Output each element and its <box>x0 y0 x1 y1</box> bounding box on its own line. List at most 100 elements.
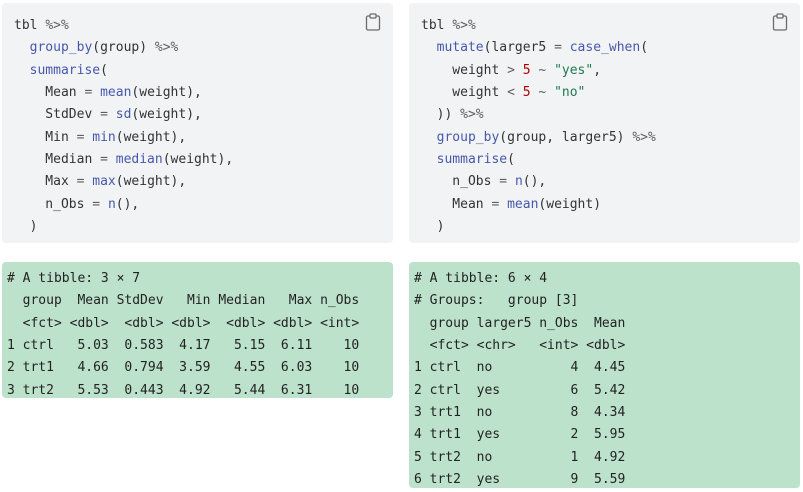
code-token: summarise <box>436 151 508 167</box>
code-line: Mean = mean(weight) <box>421 194 800 216</box>
code-token: (weight), <box>162 151 234 167</box>
left-output-block: # A tibble: 3 × 7 group Mean StdDev Min … <box>2 262 393 398</box>
code-token: (), <box>522 174 547 190</box>
code-token: n_Obs <box>421 174 500 190</box>
code-token: Min <box>14 129 77 145</box>
output-line: # A tibble: 6 × 4 <box>414 271 548 286</box>
code-token: < <box>507 84 515 100</box>
code-token: ~ <box>538 84 547 100</box>
code-token: "yes" <box>554 62 594 78</box>
code-token <box>92 85 100 100</box>
code-token <box>100 197 108 212</box>
code-token: ( <box>100 62 108 78</box>
output-line: <fct> <chr> <int> <dbl> <box>414 337 626 353</box>
code-token: (group) <box>92 40 155 56</box>
code-token: sd <box>115 107 132 123</box>
code-token <box>515 63 523 78</box>
output-line: 3 trt1 no 8 4.34 <box>414 404 626 420</box>
code-token <box>507 174 515 189</box>
output-line: 5 trt2 no 1 4.92 <box>414 449 626 465</box>
code-token: %>% <box>45 18 69 33</box>
right-code-lines: tbl %>% mutate(larger5 = case_when( weig… <box>421 15 800 238</box>
code-token: (weight), <box>131 84 202 100</box>
code-token: StdDev <box>14 107 101 123</box>
output-line: 1 ctrl no 4 4.45 <box>414 360 626 376</box>
code-line: ) <box>421 216 800 238</box>
code-line: ) <box>14 216 393 238</box>
output-line: group larger5 n_Obs Mean <box>414 315 626 331</box>
code-token <box>108 107 116 122</box>
code-token: = <box>491 196 500 212</box>
code-token: tbl <box>421 18 453 33</box>
output-line: 3 trt2 5.53 0.443 4.92 5.44 6.31 10 <box>7 382 360 398</box>
code-token: %>% <box>632 129 656 145</box>
left-code-lines: tbl %>% group_by(group) %>% summarise( M… <box>14 15 393 238</box>
output-line: <fct> <dbl> <dbl> <dbl> <dbl> <dbl> <int… <box>7 315 360 331</box>
code-token: 5 <box>522 62 531 78</box>
output-line: # Groups: group [3] <box>414 293 579 309</box>
code-token: Max <box>14 174 77 190</box>
code-line: )) %>% <box>421 104 800 126</box>
code-line: weight < 5 ~ "no" <box>421 82 800 104</box>
output-line: # A tibble: 3 × 7 <box>7 271 141 286</box>
right-output-lines: # A tibble: 6 × 4 # Groups: group [3] gro… <box>414 268 800 491</box>
code-token: (weight), <box>115 174 187 190</box>
code-line: summarise( <box>14 60 393 82</box>
code-token: = <box>554 40 562 56</box>
right-code-block: tbl %>% mutate(larger5 = case_when( weig… <box>409 3 800 243</box>
code-token: group_by <box>29 40 93 56</box>
code-line: group_by(group) %>% <box>14 37 393 59</box>
code-token: = <box>100 107 108 123</box>
code-token <box>562 40 570 55</box>
code-token: mutate <box>436 40 484 56</box>
left-copy-button[interactable] <box>365 13 381 31</box>
code-token: mean <box>507 196 539 212</box>
code-token <box>546 85 554 100</box>
code-token: "no" <box>554 84 586 100</box>
right-copy-button[interactable] <box>772 13 788 31</box>
code-token: (larger5 <box>483 40 555 56</box>
code-token <box>14 40 30 55</box>
code-token <box>14 63 30 78</box>
code-line: group_by(group, larger5) %>% <box>421 127 800 149</box>
code-token: %>% <box>460 107 484 123</box>
output-line: 2 ctrl yes 6 5.42 <box>414 382 626 398</box>
code-token: weight <box>421 62 508 78</box>
output-line: 6 trt2 yes 9 5.59 <box>414 471 626 487</box>
code-token: )) <box>421 107 461 123</box>
code-token: ( <box>640 40 649 56</box>
output-line: group Mean StdDev Min Median Max n_Obs <box>7 293 360 309</box>
code-line: mutate(larger5 = case_when( <box>421 37 800 59</box>
code-token: n <box>107 196 116 212</box>
output-line: 1 ctrl 5.03 0.583 4.17 5.15 6.11 10 <box>7 337 360 353</box>
code-token: tbl <box>14 18 46 33</box>
code-token <box>546 63 554 78</box>
code-token: summarise <box>29 62 101 78</box>
clipboard-icon <box>365 13 381 31</box>
code-line: Median = median(weight), <box>14 149 393 171</box>
code-token: (), <box>115 196 140 212</box>
code-token: weight <box>421 84 508 100</box>
code-token: n <box>514 174 523 190</box>
right-output-block: # A tibble: 6 × 4 # Groups: group [3] gro… <box>409 262 800 488</box>
code-line: tbl %>% <box>14 15 393 37</box>
code-token: = <box>84 84 93 100</box>
code-token: = <box>499 174 508 190</box>
code-token <box>421 152 437 167</box>
code-token: , <box>593 62 602 78</box>
code-token <box>421 130 437 145</box>
code-token: max <box>92 174 116 190</box>
code-line: summarise( <box>421 149 800 171</box>
clipboard-icon <box>772 13 788 31</box>
code-line: Max = max(weight), <box>14 171 393 193</box>
code-token: = <box>100 151 108 167</box>
code-line: n_Obs = n(), <box>421 171 800 193</box>
code-token: (weight), <box>115 129 187 145</box>
left-code-block: tbl %>% group_by(group) %>% summarise( M… <box>2 3 393 243</box>
code-token: Mean <box>14 84 85 100</box>
code-token: %>% <box>154 40 179 56</box>
code-token: (group, larger5) <box>499 129 633 145</box>
code-line: Min = min(weight), <box>14 127 393 149</box>
code-token: mean <box>100 84 132 100</box>
code-line: StdDev = sd(weight), <box>14 104 393 126</box>
